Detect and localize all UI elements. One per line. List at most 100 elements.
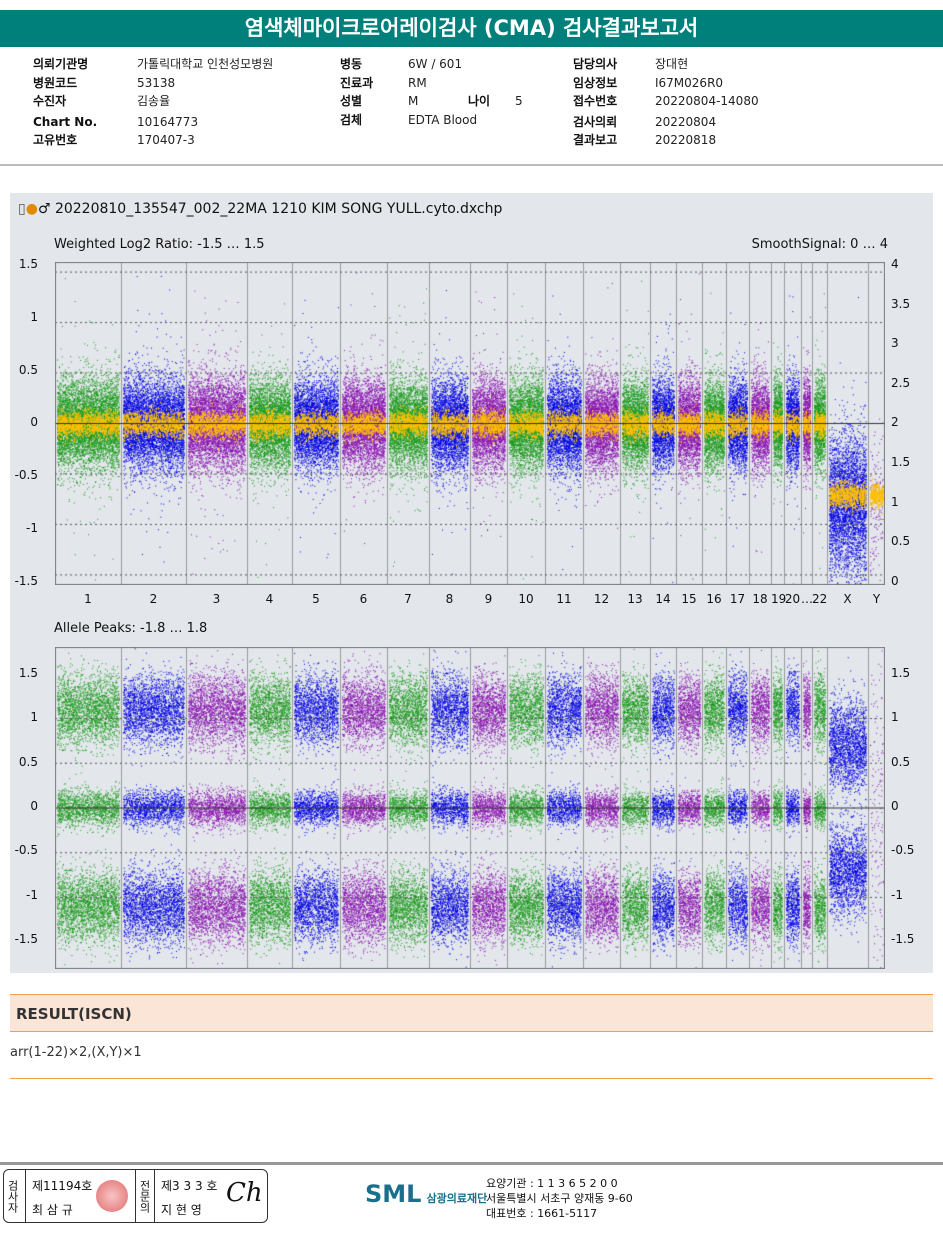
chromosome-label: 17 (729, 592, 746, 606)
value: 170407-3 (137, 133, 195, 147)
y2-tick: 1 (891, 494, 899, 509)
chromosome-label: 16 (706, 592, 722, 606)
info-col3: 담당의사 장대현 임상정보 I67M026R0 접수번호 20220804-14080… (573, 55, 759, 150)
examiner-title: 검사자 (4, 1170, 26, 1222)
value: 가톨릭대학교 인천성모병원 (137, 57, 274, 71)
value: I67M026R0 (655, 75, 724, 90)
chromosome-label: 8 (445, 592, 454, 606)
label: 성별 (340, 94, 363, 108)
examiner-no: 제11194호 (32, 1179, 93, 1193)
signature-box: 검사자 제11194호 최 삼 규 전문의 제3 3 3 호 지 현 영 Ch (3, 1169, 268, 1223)
label: 병원코드 (33, 75, 78, 90)
specialist-title: 전문의 (135, 1170, 155, 1222)
chromosome-label: 4 (265, 592, 274, 606)
smooth-title: SmoothSignal: 0 … 4 (751, 237, 888, 252)
label: 검사의뢰 (573, 114, 618, 129)
chromosome-label: X (843, 592, 852, 606)
y-tick: 1 (30, 710, 38, 725)
address: 서울특별시 서초구 양재동 9-60 (486, 1192, 633, 1205)
value: 20220818 (655, 133, 717, 147)
chromosome-label: 13 (627, 592, 643, 606)
seal-icon (96, 1180, 128, 1212)
chromosome-label: 12 (593, 592, 610, 606)
result-iscn: arr(1-22)×2,(X,Y)×1 (10, 1045, 142, 1060)
y-tick: -1.5 (14, 573, 38, 588)
chromosome-label: 20 (784, 592, 801, 606)
y-tick: 0.5 (18, 754, 38, 769)
chromosome-label: 6 (359, 592, 368, 606)
label: Chart No. (33, 114, 98, 129)
log2-plot (55, 262, 885, 585)
y2-tick: 3 (891, 336, 899, 351)
value: 김송율 (137, 94, 171, 108)
pin-icon: ● (25, 201, 38, 217)
y2-tick: 1.5 (891, 666, 911, 680)
y2-tick: 0.5 (891, 754, 911, 769)
specialist-name: 지 현 영 (161, 1203, 202, 1217)
chromosome-label: Y (872, 592, 881, 606)
logo-text: SML (365, 1180, 422, 1208)
chromosome-label: 15 (681, 592, 697, 606)
value: 53138 (137, 75, 176, 90)
chromosome-label: 5 (312, 592, 320, 606)
y2-tick: 0 (891, 798, 899, 813)
y-tick: -1 (26, 521, 38, 535)
divider (0, 164, 943, 166)
y-tick: -1 (26, 887, 38, 902)
y2-tick: 0.5 (891, 534, 911, 549)
label: 결과보고 (573, 133, 618, 147)
file-icon: ▯ (18, 201, 26, 217)
sml-logo: SML 삼광의료재단 (365, 1180, 487, 1208)
y-tick: 0.5 (18, 362, 38, 377)
y2-tick: -0.5 (891, 843, 915, 858)
y-tick: 0 (30, 415, 38, 430)
y2-tick: 4 (891, 257, 899, 271)
y2-tick: 2.5 (891, 375, 911, 390)
divider (0, 1162, 943, 1165)
y2-tick: 2 (891, 415, 899, 430)
y-tick: -0.5 (14, 468, 38, 483)
chromosome-label: 19 (771, 592, 787, 606)
age-value: 5 (515, 94, 523, 108)
value: 20220804 (655, 114, 717, 129)
value: EDTA Blood (408, 112, 478, 127)
info-col2: 병동 6W / 601 진료과 RM 성별 M 나이 5 검체 EDTA Blood (340, 55, 523, 129)
male-icon: ♂ (37, 201, 51, 217)
value: 10164773 (137, 114, 199, 129)
signature: Ch (226, 1178, 263, 1208)
label: 의뢰기관명 (33, 57, 89, 71)
file-name: ▯●♂ 20220810_135547_002_22MA 1210 KIM SO… (18, 201, 502, 217)
label: 접수번호 (573, 94, 618, 108)
y-tick: 1.5 (18, 666, 38, 680)
value: 20220804-14080 (655, 94, 759, 108)
label: 수진자 (33, 94, 67, 108)
chromosome-label: 10 (518, 592, 534, 606)
y2-tick: 3.5 (891, 296, 911, 311)
y-tick: -1.5 (14, 931, 38, 946)
chromosome-label: 7 (404, 592, 412, 606)
info-col1: 의뢰기관명 가톨릭대학교 인천성모병원 병원코드 53138 수진자 김송율 Char… (33, 55, 273, 150)
label: 진료과 (340, 75, 374, 90)
chromosome-label: 11 (556, 592, 572, 606)
label: 병동 (340, 57, 363, 71)
y-tick: 0 (30, 798, 38, 813)
log2-title: Weighted Log2 Ratio: -1.5 … 1.5 (54, 237, 265, 252)
allele-title: Allele Peaks: -1.8 … 1.8 (54, 621, 208, 636)
allele-plot (55, 647, 885, 969)
y2-tick: -1 (891, 887, 903, 902)
y-tick: 1.5 (18, 257, 38, 271)
chromosome-label: 2 (149, 592, 158, 606)
label: 검체 (340, 112, 363, 127)
label: 고유번호 (33, 133, 78, 147)
value: M (408, 94, 419, 108)
divider (10, 1078, 933, 1079)
value: 6W / 601 (408, 57, 463, 71)
y2-tick: 0 (891, 573, 899, 588)
specialist-no: 제3 3 3 호 (161, 1179, 218, 1193)
chromosome-label: 3 (212, 592, 221, 606)
y2-tick: 1 (891, 710, 899, 725)
phone: 대표번호 : 1661-5117 (486, 1207, 598, 1220)
value: RM (408, 75, 427, 90)
chromosome-label: 18 (752, 592, 768, 606)
y2-tick: -1.5 (891, 931, 915, 946)
